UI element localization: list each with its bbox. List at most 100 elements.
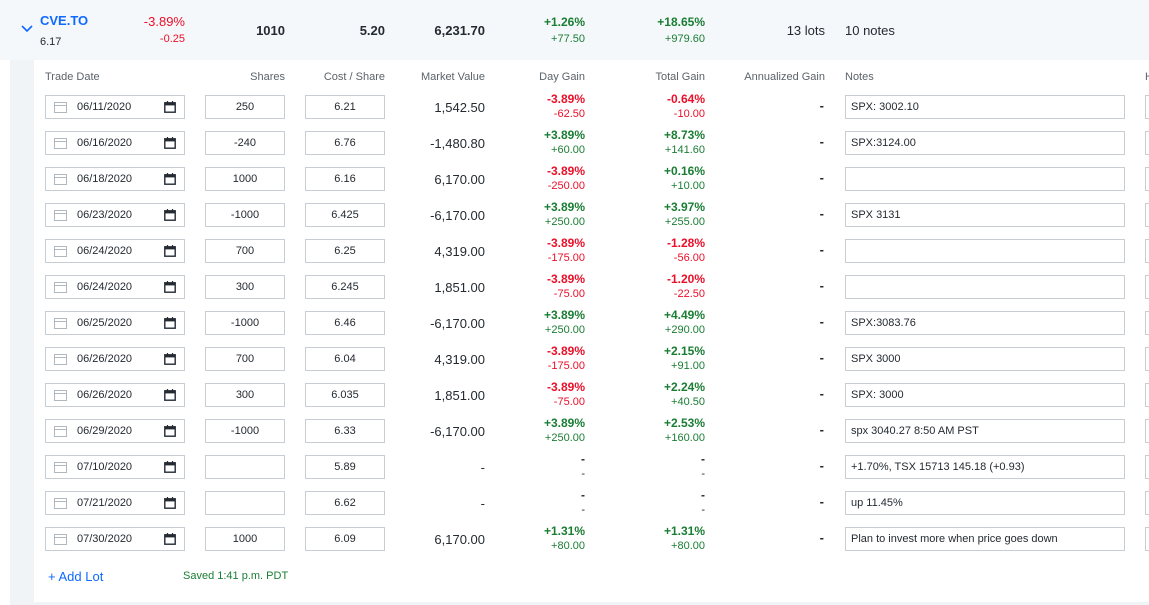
next-column-input[interactable] — [1145, 275, 1149, 299]
shares-input[interactable]: 250 — [205, 95, 285, 119]
shares-input[interactable]: 1000 — [205, 527, 285, 551]
trade-date-input[interactable]: 07/21/2020 — [45, 491, 185, 515]
add-lot-button[interactable]: + Add Lot — [48, 569, 104, 584]
col-header-cost-share[interactable]: Cost / Share — [323, 71, 385, 83]
notes-input[interactable]: SPX:3083.76 — [845, 311, 1125, 335]
cost-share-input[interactable]: 6.04 — [305, 347, 385, 371]
next-column-input[interactable] — [1145, 311, 1149, 335]
notes-input[interactable] — [845, 167, 1125, 191]
col-header-market-value[interactable]: Market Value — [421, 71, 485, 83]
shares-input[interactable]: -1000 — [205, 419, 285, 443]
col-header-day-gain[interactable]: Day Gain — [539, 71, 585, 83]
next-column-input[interactable] — [1145, 527, 1149, 551]
date-picker-icon[interactable] — [164, 497, 176, 509]
date-picker-icon[interactable] — [164, 425, 176, 437]
trade-date-input[interactable]: 07/30/2020 — [45, 527, 185, 551]
notes-input[interactable]: SPX: 3000 — [845, 383, 1125, 407]
cost-share-input[interactable]: 6.76 — [305, 131, 385, 155]
notes-input[interactable] — [845, 275, 1125, 299]
shares-input[interactable]: 700 — [205, 347, 285, 371]
col-header-total-gain[interactable]: Total Gain — [655, 71, 705, 83]
date-picker-icon[interactable] — [164, 353, 176, 365]
calendar-icon — [54, 174, 67, 185]
notes-input[interactable]: spx 3040.27 8:50 AM PST — [845, 419, 1125, 443]
trade-date-input[interactable]: 06/26/2020 — [45, 347, 185, 371]
date-picker-icon[interactable] — [164, 317, 176, 329]
next-column-input[interactable] — [1145, 419, 1149, 443]
shares-input[interactable]: -1000 — [205, 311, 285, 335]
shares-input[interactable]: 700 — [205, 239, 285, 263]
notes-input[interactable]: SPX: 3002.10 — [845, 95, 1125, 119]
chevron-down-icon[interactable] — [20, 22, 34, 36]
next-column-input[interactable] — [1145, 347, 1149, 371]
next-column-input[interactable] — [1145, 383, 1149, 407]
annualized-gain: - — [819, 170, 824, 185]
shares-input[interactable] — [205, 455, 285, 479]
cost-share-input[interactable]: 6.425 — [305, 203, 385, 227]
notes-input[interactable]: SPX 3000 — [845, 347, 1125, 371]
shares-input[interactable]: -240 — [205, 131, 285, 155]
date-picker-icon[interactable] — [164, 101, 176, 113]
next-column-input[interactable] — [1145, 167, 1149, 191]
notes-input[interactable]: up 11.45% — [845, 491, 1125, 515]
date-picker-icon[interactable] — [164, 245, 176, 257]
shares-input[interactable]: -1000 — [205, 203, 285, 227]
cost-share-input[interactable]: 6.62 — [305, 491, 385, 515]
date-picker-icon[interactable] — [164, 281, 176, 293]
cost-share-input[interactable]: 6.16 — [305, 167, 385, 191]
shares-input[interactable]: 300 — [205, 383, 285, 407]
notes-input[interactable]: SPX:3124.00 — [845, 131, 1125, 155]
next-column-input[interactable] — [1145, 203, 1149, 227]
total-gain-pct: +0.16% — [663, 164, 705, 178]
trade-date-input[interactable]: 06/18/2020 — [45, 167, 185, 191]
trade-date-input[interactable]: 06/24/2020 — [45, 275, 185, 299]
trade-date-input[interactable]: 06/24/2020 — [45, 239, 185, 263]
cost-share-input[interactable]: 6.09 — [305, 527, 385, 551]
col-header-trade-date[interactable]: Trade Date — [45, 71, 100, 83]
trade-date-input[interactable]: 06/25/2020 — [45, 311, 185, 335]
next-column-input[interactable] — [1145, 95, 1149, 119]
total-gain: -56.00 — [673, 252, 705, 264]
trade-date-input[interactable]: 06/16/2020 — [45, 131, 185, 155]
col-header-next-stub[interactable]: H — [1145, 71, 1149, 83]
notes-input[interactable]: SPX 3131 — [845, 203, 1125, 227]
next-column-input[interactable] — [1145, 455, 1149, 479]
symbol-link[interactable]: CVE.TO — [40, 13, 89, 28]
date-picker-icon[interactable] — [164, 209, 176, 221]
cost-share-input[interactable]: 6.33 — [305, 419, 385, 443]
cost-share-input[interactable]: 6.035 — [305, 383, 385, 407]
date-picker-icon[interactable] — [164, 137, 176, 149]
shares-input[interactable]: 300 — [205, 275, 285, 299]
cost-share-input[interactable]: 5.89 — [305, 455, 385, 479]
trade-date-input[interactable]: 07/10/2020 — [45, 455, 185, 479]
next-column-input[interactable] — [1145, 491, 1149, 515]
calendar-icon — [54, 210, 67, 221]
lot-row: 06/26/2020 300 6.035 1,851.00 -3.89% -75.00 +2… — [0, 380, 1149, 417]
date-picker-icon[interactable] — [164, 461, 176, 473]
shares-input[interactable] — [205, 491, 285, 515]
trade-date-input[interactable]: 06/11/2020 — [45, 95, 185, 119]
trade-date-input[interactable]: 06/26/2020 — [45, 383, 185, 407]
holding-summary-row[interactable]: CVE.TO 6.17 -3.89% -0.25 1010 5.20 6,231… — [0, 0, 1149, 60]
cost-share-input[interactable]: 6.46 — [305, 311, 385, 335]
market-value: - — [480, 496, 485, 511]
col-header-annualized-gain[interactable]: Annualized Gain — [744, 71, 825, 83]
col-header-notes[interactable]: Notes — [845, 71, 874, 83]
notes-input[interactable]: +1.70%, TSX 15713 145.18 (+0.93) — [845, 455, 1125, 479]
next-column-input[interactable] — [1145, 131, 1149, 155]
trade-date-input[interactable]: 06/23/2020 — [45, 203, 185, 227]
day-gain-pct: +3.89% — [543, 416, 585, 430]
date-picker-icon[interactable] — [164, 533, 176, 545]
total-gain: - — [701, 504, 705, 516]
date-picker-icon[interactable] — [164, 173, 176, 185]
next-column-input[interactable] — [1145, 239, 1149, 263]
cost-share-input[interactable]: 6.21 — [305, 95, 385, 119]
cost-share-input[interactable]: 6.245 — [305, 275, 385, 299]
notes-input[interactable]: Plan to invest more when price goes down — [845, 527, 1125, 551]
notes-input[interactable] — [845, 239, 1125, 263]
shares-input[interactable]: 1000 — [205, 167, 285, 191]
col-header-shares[interactable]: Shares — [250, 71, 285, 83]
trade-date-input[interactable]: 06/29/2020 — [45, 419, 185, 443]
cost-share-input[interactable]: 6.25 — [305, 239, 385, 263]
date-picker-icon[interactable] — [164, 389, 176, 401]
